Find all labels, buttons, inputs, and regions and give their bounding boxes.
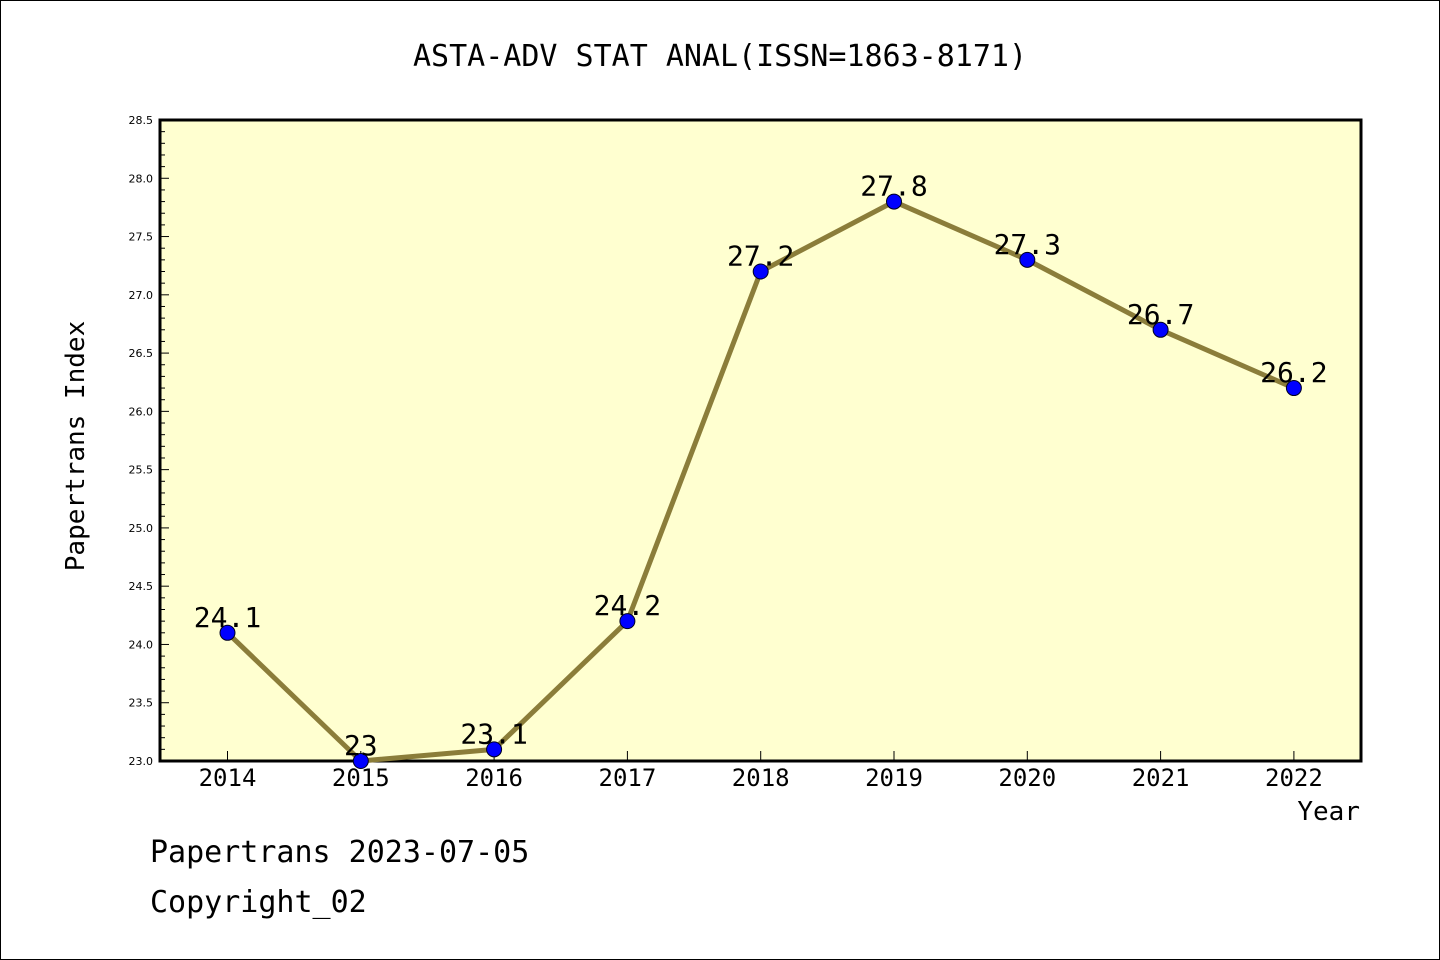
footer-copyright: Copyright_02	[150, 885, 367, 920]
data-point	[352, 753, 369, 769]
y-tick-label: 26.5	[129, 347, 154, 360]
y-tick-label: 23.5	[129, 697, 154, 710]
data-point	[1019, 251, 1036, 268]
data-point	[619, 613, 636, 630]
y-tick-label: 28.5	[129, 114, 154, 127]
x-tick-label: 2018	[732, 764, 790, 792]
data-point	[886, 193, 902, 210]
data-label: 26.7	[1127, 298, 1194, 331]
x-tick-label: 2022	[1265, 764, 1323, 792]
x-tick-label: 2019	[865, 764, 923, 792]
data-label: 24.2	[594, 589, 661, 622]
data-label: 24.1	[194, 601, 261, 634]
data-point	[486, 741, 503, 758]
y-tick-label: 25.0	[129, 522, 154, 535]
x-axis: 2014 2015 2016 2017 2018 2019 2020 2021 2022	[199, 751, 1323, 792]
x-tick-label: 2014	[199, 764, 257, 792]
y-axis: 23.0 23.5 24.0 24.5 25.0 25.5 26.0 26.5 27.0 27.5…	[129, 114, 169, 768]
y-axis-label: Papertrans Index	[61, 321, 91, 571]
y-tick-label: 25.5	[129, 464, 154, 477]
plot-area	[158, 118, 1363, 763]
data-point	[219, 624, 236, 641]
y-tick-label: 27.5	[129, 231, 154, 244]
data-point	[752, 263, 769, 280]
x-tick-label: 2016	[465, 764, 523, 792]
footer-date: Papertrans 2023-07-05	[150, 835, 530, 870]
data-point	[1285, 380, 1302, 397]
y-tick-label: 24.5	[129, 580, 154, 593]
y-tick-label: 24.0	[129, 638, 154, 651]
x-axis-label: Year	[1297, 797, 1360, 827]
y-tick-label: 26.0	[129, 405, 154, 418]
data-label: 27.8	[860, 170, 927, 203]
data-label: 27.3	[994, 228, 1061, 261]
y-tick-label: 23.0	[129, 755, 154, 768]
data-point	[1152, 321, 1169, 338]
x-tick-label: 2020	[998, 764, 1056, 792]
data-label: 26.2	[1260, 356, 1327, 389]
chart-title: ASTA-ADV STAT ANAL(ISSN=1863-8171)	[413, 39, 1027, 74]
x-tick-label: 2021	[1132, 764, 1190, 792]
data-labels: 24.1 23 23.1 24.2 27.2 27.8 27.3 26.7 26.2	[194, 170, 1328, 762]
data-label: 23.1	[460, 717, 527, 750]
data-label: 23	[344, 729, 378, 762]
x-tick-label: 2017	[599, 764, 657, 792]
series-markers	[219, 193, 1302, 769]
y-tick-label: 28.0	[129, 172, 154, 185]
data-label: 27.2	[727, 240, 794, 273]
y-tick-label: 27.0	[129, 289, 154, 302]
